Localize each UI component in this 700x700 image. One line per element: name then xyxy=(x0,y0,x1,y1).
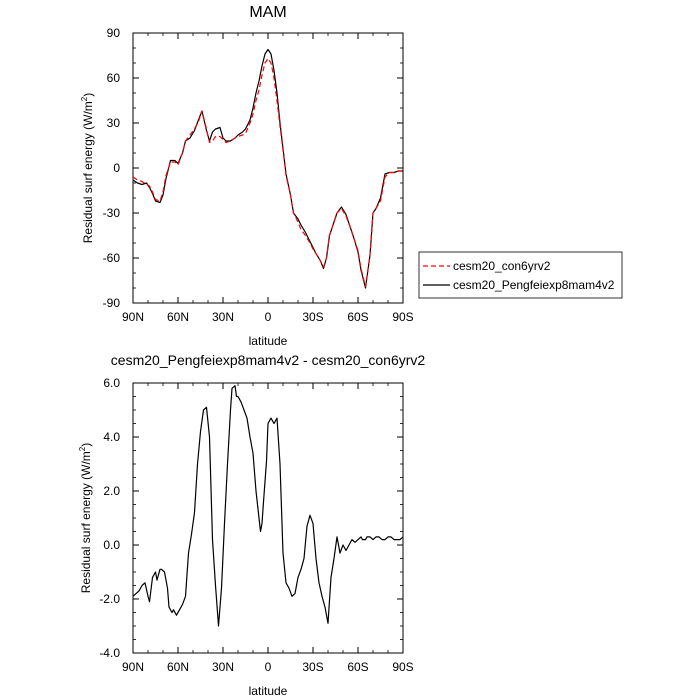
top-title: MAM xyxy=(249,4,286,21)
top-xtick-label: 30S xyxy=(302,310,323,324)
top-series-line-0 xyxy=(132,57,403,288)
bottom-ytick-label: 4.0 xyxy=(103,430,120,444)
bottom-panel: cesm20_Pengfeiexp8mam4v2 - cesm20_con6yr… xyxy=(78,352,425,698)
top-ytick-label: -90 xyxy=(103,296,121,310)
bottom-xtick-label: 30S xyxy=(302,660,323,674)
top-plot-frame xyxy=(132,32,404,304)
bottom-xtick-label: 60S xyxy=(347,660,368,674)
bottom-ytick-label: 6.0 xyxy=(103,376,120,390)
top-ticks: 90N 60N 30N 0 30S 60S 90S -90 -60 -30 0 30 60 90 xyxy=(103,26,414,324)
top-ytick-label: 90 xyxy=(107,26,121,40)
top-xtick-label: 60S xyxy=(347,310,368,324)
bottom-title: cesm20_Pengfeiexp8mam4v2 - cesm20_con6yr… xyxy=(111,352,426,368)
bottom-series-line-0 xyxy=(132,385,404,627)
top-xtick-label: 30N xyxy=(212,310,234,324)
bottom-ytick-label: 2.0 xyxy=(103,484,120,498)
top-xtick-label: 90N xyxy=(122,310,144,324)
bottom-xtick-label: 0 xyxy=(265,660,272,674)
top-ytick-label: 0 xyxy=(113,161,120,175)
top-legend: cesm20_con6yrv2 cesm20_Pengfeiexp8mam4v2 xyxy=(418,251,623,299)
legend-box xyxy=(418,251,623,299)
bottom-series-lines xyxy=(132,385,404,627)
top-xtick-label: 60N xyxy=(167,310,189,324)
bottom-xtick-label: 30N xyxy=(212,660,234,674)
top-ytick-label: -60 xyxy=(103,251,121,265)
top-ytick-label: 30 xyxy=(107,116,121,130)
top-xtick-label: 90S xyxy=(392,310,413,324)
top-ytick-label: 60 xyxy=(107,71,121,85)
bottom-ytick-label: -4.0 xyxy=(99,646,120,660)
top-xtick-label: 0 xyxy=(265,310,272,324)
bottom-xtick-label: 90N xyxy=(122,660,144,674)
bottom-ytick-label: 0.0 xyxy=(103,538,120,552)
bottom-ytick-label: -2.0 xyxy=(99,592,120,606)
bottom-xtick-label: 60N xyxy=(167,660,189,674)
bottom-xlabel: latitude xyxy=(249,684,288,698)
top-series-lines xyxy=(132,48,403,289)
top-ytick-label: -30 xyxy=(103,206,121,220)
top-panel: MAM 90N 60N 30N 0 30S 60S 90S-90-60-300306090 … xyxy=(80,4,623,348)
top-ylabel: Residual surf energy (W/m2) xyxy=(80,93,95,244)
bottom-ticks: 90N 60N 30N 0 30S 60S 90S -4.0 -2.0 0.0 2.0 4.0 6.0 xyxy=(99,376,413,674)
bottom-xtick-label: 90S xyxy=(392,660,413,674)
legend-label-con6yrv2: cesm20_con6yrv2 xyxy=(453,259,551,273)
legend-label-pengfei: cesm20_Pengfeiexp8mam4v2 xyxy=(453,278,615,292)
top-series-line-1 xyxy=(132,48,403,289)
top-xlabel: latitude xyxy=(249,334,288,348)
bottom-ylabel: Residual surf energy (W/m2) xyxy=(78,443,93,594)
